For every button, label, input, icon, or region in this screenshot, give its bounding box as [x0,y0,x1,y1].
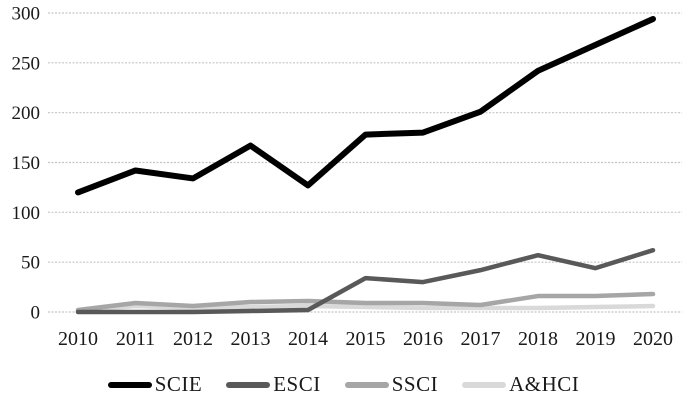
y-tick-label: 250 [12,53,41,74]
legend-swatch-icon [107,381,152,388]
series-line-scie [75,15,656,196]
y-tick-label: 0 [31,303,41,324]
legend-label: ESCI [273,372,321,396]
y-tick-label: 150 [12,153,41,174]
legend-item-scie: SCIE [107,372,203,397]
x-tick-label: 2018 [518,328,558,350]
chart-plot-area: 0 50 100 150 200 250 300 2010 2011 2012 2013 2014 20… [12,4,682,350]
legend-swatch-icon [462,381,507,388]
series-line-ssci [75,291,656,313]
x-tick-label: 2016 [403,328,443,350]
x-tick-label: 2019 [576,328,616,350]
legend-swatch-icon [226,381,271,388]
x-tick-label: 2010 [58,328,98,350]
y-tick-label: 50 [21,253,40,274]
chart-legend: SCIE ESCI SSCI A&HCI [0,372,687,397]
y-tick-label: 100 [12,203,41,224]
legend-item-ahci: A&HCI [462,372,579,397]
x-tick-label: 2015 [346,328,386,350]
x-tick-label: 2014 [288,328,328,350]
x-tick-label: 2017 [461,328,501,350]
x-tick-label: 2020 [633,328,673,350]
x-tick-label: 2013 [231,328,271,350]
legend-label: SSCI [391,372,439,396]
x-tick-label: 2011 [116,328,155,350]
x-tick-label: 2012 [173,328,213,350]
legend-label: A&HCI [509,372,580,396]
y-tick-label: 300 [12,4,41,25]
legend-swatch-icon [344,381,389,388]
legend-item-esci: ESCI [226,372,321,397]
legend-label: SCIE [154,372,203,396]
series-line-ahci [75,303,656,314]
legend-item-ssci: SSCI [344,372,439,397]
series-line-esci [75,247,656,315]
y-tick-label: 200 [12,103,41,124]
